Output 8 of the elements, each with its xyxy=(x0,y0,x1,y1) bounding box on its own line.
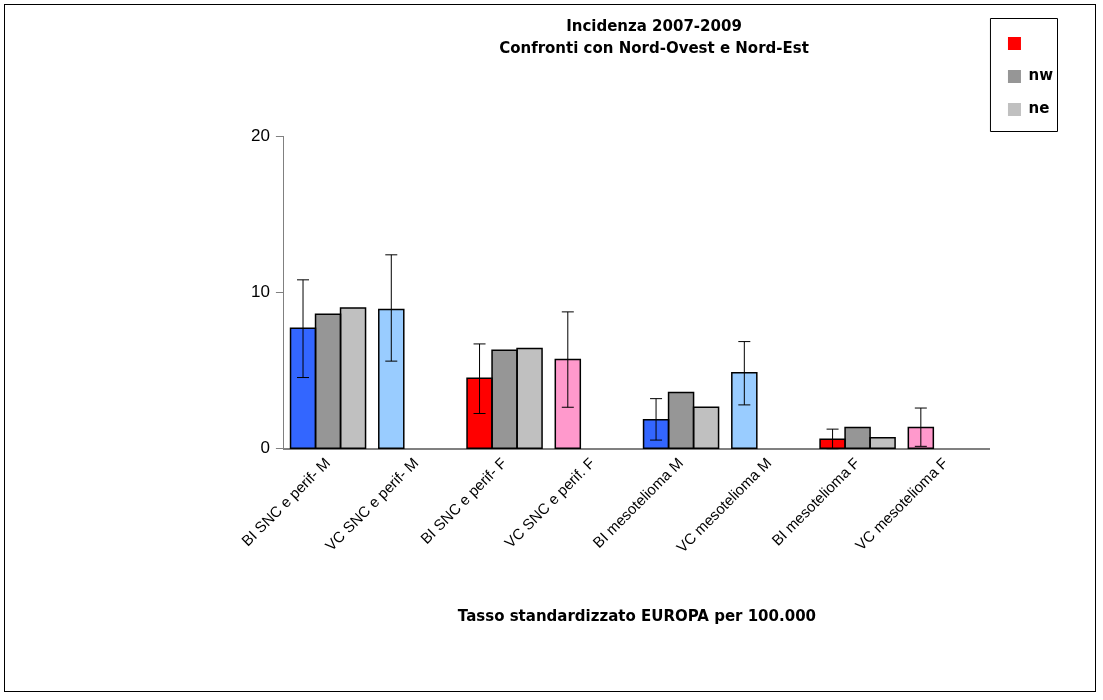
y-tick-label: 10 xyxy=(250,282,270,302)
y-tick-label: 0 xyxy=(260,438,270,458)
y-tick-label: 20 xyxy=(250,125,270,145)
x-axis-title: Tasso standardizzato EUROPA per 100.000 xyxy=(457,606,817,625)
legend-label: nw xyxy=(1028,66,1054,85)
chart-subtitle: Confronti con Nord-Ovest e Nord-Est xyxy=(499,38,809,57)
chart-title: Incidenza 2007-2009 xyxy=(566,16,742,35)
legend-label: ne xyxy=(1028,99,1050,118)
